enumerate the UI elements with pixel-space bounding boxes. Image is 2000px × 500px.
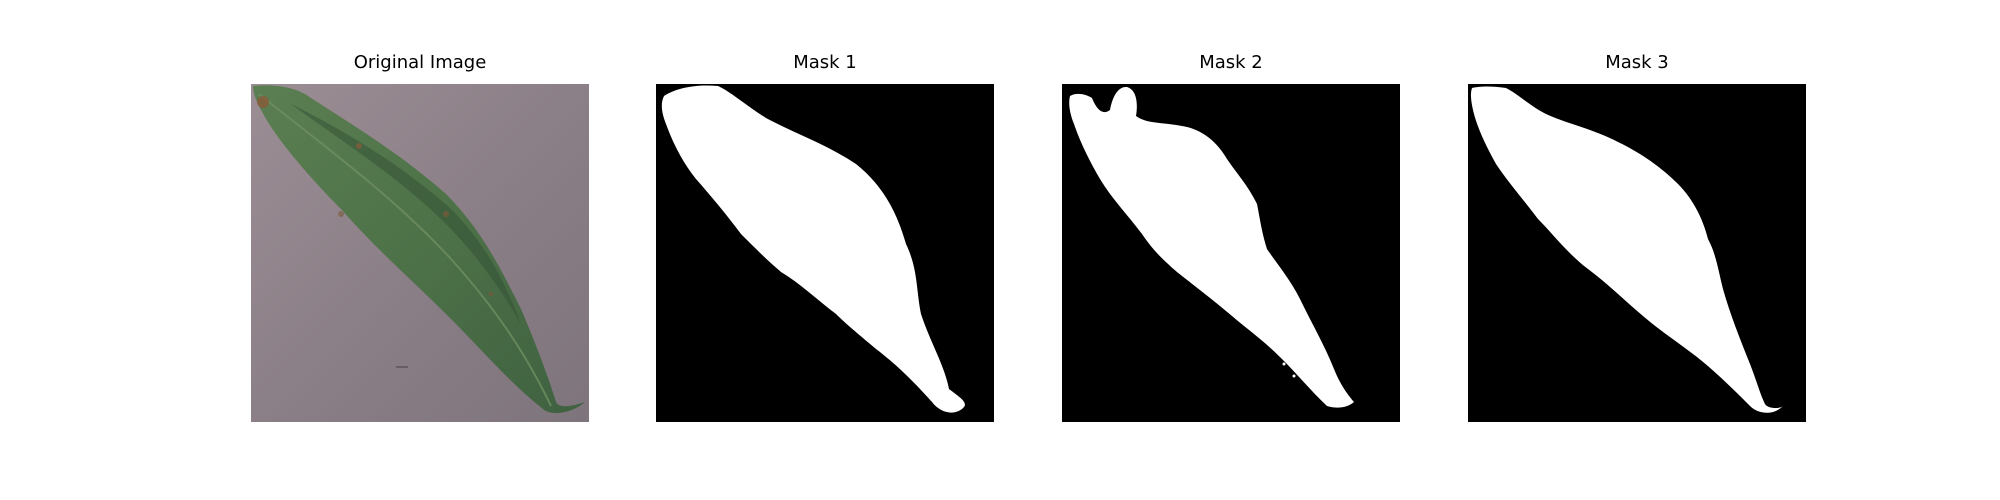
leaf-midrib [258,93,552,407]
leaf-spot [338,211,344,217]
mask-1-panel: Mask 1 [656,52,994,422]
mask-2-panel: Mask 2 [1062,52,1400,422]
panel-title: Original Image [353,52,487,73]
mask-2-image [1062,84,1400,422]
leaf-spot [443,211,449,217]
mask-1-image [656,84,994,422]
mask-foreground [661,85,965,413]
leaf-spot [257,96,269,108]
mask-foreground [1470,86,1783,413]
leaf-spot [488,291,494,297]
leaf-photo [251,84,589,422]
leaf-spot [356,143,362,149]
panel-title: Mask 1 [793,52,857,73]
leaf-shape [253,85,585,414]
mask-3-panel: Mask 3 [1468,52,1806,422]
mask-foreground [1069,86,1354,408]
panel-title: Mask 2 [1199,52,1263,73]
mask-3-image [1468,84,1806,422]
original-image-panel: Original Image [251,52,589,422]
surface-mark [396,366,408,368]
panel-title: Mask 3 [1605,52,1669,73]
